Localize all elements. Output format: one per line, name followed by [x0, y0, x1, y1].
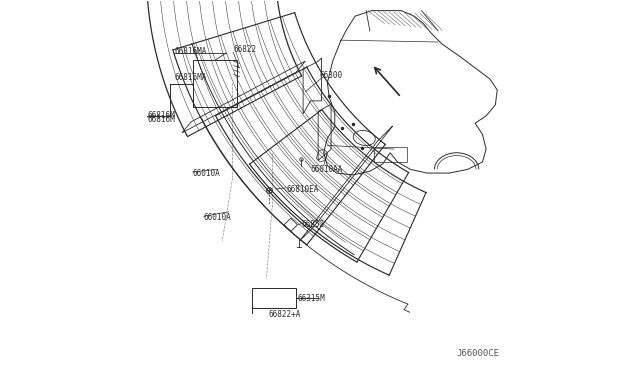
Text: 66010A: 66010A: [193, 169, 220, 177]
Text: 66816MA: 66816MA: [174, 47, 207, 56]
Text: J66000CE: J66000CE: [456, 349, 499, 358]
Text: 66010AA: 66010AA: [311, 165, 343, 174]
Text: 66315M: 66315M: [298, 294, 326, 303]
Text: 66822: 66822: [233, 45, 257, 54]
Text: 66852: 66852: [301, 220, 324, 229]
Text: 66822+A: 66822+A: [268, 310, 301, 319]
Text: 66816M: 66816M: [147, 111, 175, 121]
Text: 66816M: 66816M: [147, 115, 175, 124]
Text: 66300: 66300: [320, 71, 343, 80]
Text: 66810EA: 66810EA: [286, 185, 319, 194]
Text: 66010A: 66010A: [204, 213, 232, 222]
Text: 66816MA: 66816MA: [174, 73, 207, 81]
